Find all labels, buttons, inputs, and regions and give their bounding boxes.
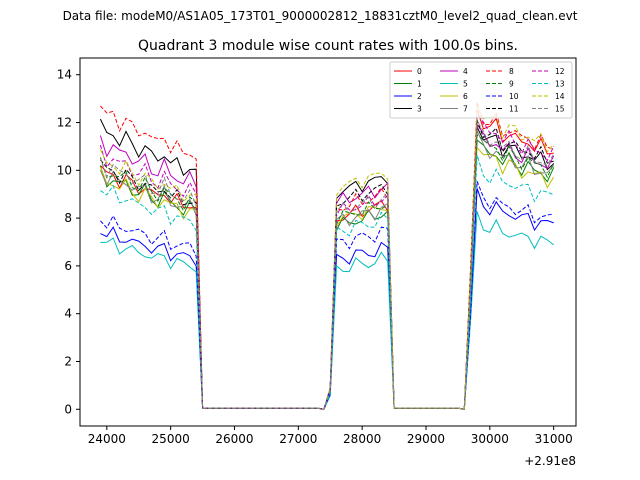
y-tick-label: 6 bbox=[64, 259, 72, 273]
x-axis: 24000 25000 26000 27000 28000 29000 30000 31000 bbox=[88, 426, 573, 446]
legend-label-4: 4 bbox=[463, 67, 468, 76]
legend-label-0: 0 bbox=[417, 67, 422, 76]
legend-label-15: 15 bbox=[555, 105, 565, 114]
x-axis-offset-label: +2.91e8 bbox=[524, 454, 576, 468]
series-line-15 bbox=[99, 119, 555, 410]
legend-label-8: 8 bbox=[509, 67, 514, 76]
series-line-13 bbox=[100, 154, 554, 410]
y-axis: 0 2 4 6 8 10 12 14 bbox=[57, 68, 80, 416]
x-tick-label: 27000 bbox=[279, 432, 317, 446]
figure-suptitle: Data file: modeM0/AS1A05_173T01_90000028… bbox=[63, 9, 578, 23]
legend-label-12: 12 bbox=[555, 67, 565, 76]
legend-label-2: 2 bbox=[417, 92, 422, 101]
x-tick-label: 24000 bbox=[88, 432, 126, 446]
legend-label-5: 5 bbox=[463, 80, 468, 89]
plot-frame bbox=[79, 57, 577, 427]
y-tick-label: 10 bbox=[57, 163, 72, 177]
x-tick-label: 26000 bbox=[215, 432, 253, 446]
y-tick-label: 12 bbox=[57, 116, 72, 130]
y-tick-label: 14 bbox=[57, 68, 72, 82]
y-tick-label: 4 bbox=[64, 307, 72, 321]
x-tick-label: 25000 bbox=[152, 432, 190, 446]
x-tick-label: 31000 bbox=[535, 432, 573, 446]
legend-label-13: 13 bbox=[555, 80, 565, 89]
legend-label-6: 6 bbox=[463, 92, 468, 101]
y-tick-label: 0 bbox=[64, 402, 72, 416]
x-tick-label: 28000 bbox=[343, 432, 381, 446]
plot-area bbox=[79, 57, 577, 427]
legend-label-14: 14 bbox=[555, 92, 565, 101]
chart-title: Quadrant 3 module wise count rates with … bbox=[138, 38, 518, 54]
plot-background bbox=[80, 58, 576, 426]
legend-label-9: 9 bbox=[509, 80, 514, 89]
y-tick-label: 8 bbox=[64, 211, 72, 225]
x-tick-label: 30000 bbox=[471, 432, 509, 446]
x-tick-label: 29000 bbox=[407, 432, 445, 446]
y-tick-label: 2 bbox=[64, 354, 72, 368]
legend-label-3: 3 bbox=[417, 105, 422, 114]
legend-label-1: 1 bbox=[417, 80, 422, 89]
legend-label-10: 10 bbox=[509, 92, 519, 101]
legend-frame bbox=[389, 61, 573, 119]
legend-label-7: 7 bbox=[463, 105, 468, 114]
legend-label-11: 11 bbox=[509, 105, 519, 114]
